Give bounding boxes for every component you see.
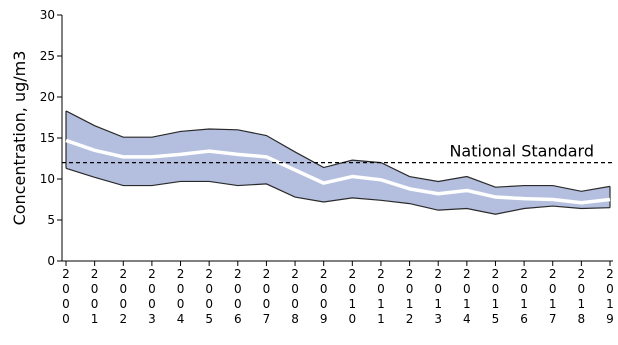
y-tick-label: 20 [40, 90, 55, 104]
y-tick-label: 5 [47, 213, 55, 227]
band-area [66, 110, 610, 215]
y-tick-label: 0 [47, 254, 55, 268]
y-tick-label: 15 [40, 131, 55, 145]
axes-layer: 0 5 10 15 20 25 30 2 0 0 0 2 0 0 1 2 0 0 2 2 0 0 3 2 0 0 4 2 0 0 5 2 0 0 6… [40, 8, 614, 326]
y-tick-label: 10 [40, 172, 55, 186]
reference-layer: National Standard [62, 142, 613, 164]
mean-line [65, 138, 611, 205]
band-upper-line [65, 110, 611, 192]
y-tick-label: 30 [40, 8, 55, 22]
national-standard-label: National Standard [449, 142, 594, 161]
band-lower-line [65, 167, 611, 215]
mean-line-layer [65, 138, 611, 205]
confidence-band-layer [65, 110, 611, 215]
y-tick-label: 25 [40, 49, 55, 63]
y-axis-title: Concentration, ug/m3 [10, 51, 29, 226]
